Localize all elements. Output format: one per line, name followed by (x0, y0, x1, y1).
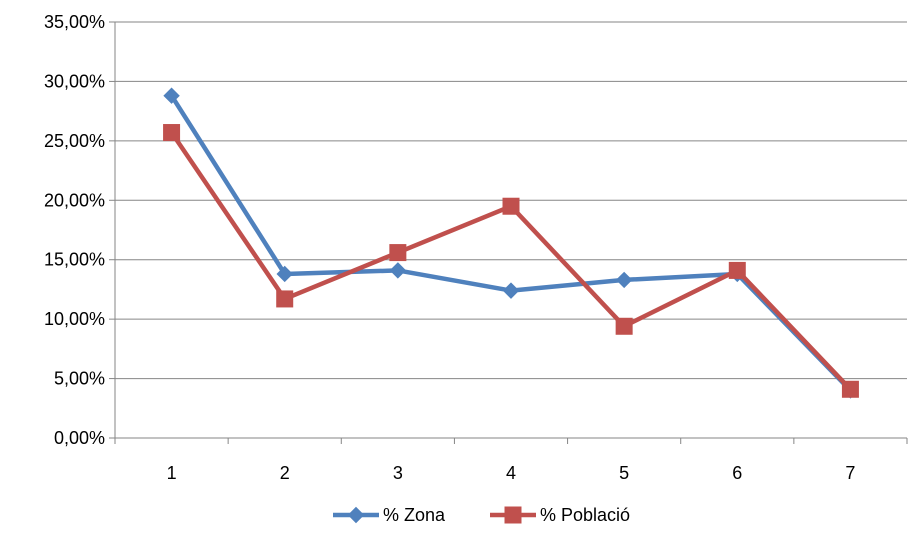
data-point (728, 261, 746, 279)
x-tick-labels: 1 2 3 4 5 6 7 (167, 463, 856, 483)
data-point (389, 262, 407, 279)
y-tick-label: 5,00% (54, 369, 105, 389)
data-point (502, 197, 520, 215)
x-tick-label: 4 (506, 463, 516, 483)
legend-label: % Zona (383, 505, 446, 525)
x-tick-label: 2 (280, 463, 290, 483)
x-tick-label: 7 (845, 463, 855, 483)
y-tick-label: 30,00% (44, 71, 105, 91)
data-point (841, 380, 859, 398)
y-tick-label: 0,00% (54, 428, 105, 448)
legend-entry: % Població (490, 505, 630, 525)
data-point (502, 282, 520, 299)
data-point (163, 124, 181, 142)
y-tick-labels: 0,00% 5,00% 10,00% 15,00% 20,00% 25,00% 30,00%… (44, 12, 105, 448)
y-tick-label: 10,00% (44, 309, 105, 329)
y-tick-label: 20,00% (44, 190, 105, 210)
data-point (276, 290, 294, 308)
y-tick-label: 35,00% (44, 12, 105, 32)
series-2 (163, 124, 859, 398)
legend-entry: % Zona (333, 505, 446, 525)
legend-marker (347, 506, 365, 524)
data-point (163, 87, 180, 104)
x-tick-label: 3 (393, 463, 403, 483)
series-lines (163, 87, 859, 399)
x-tick-label: 5 (619, 463, 629, 483)
legend-marker (504, 506, 522, 524)
legend-label: % Població (540, 505, 630, 525)
y-tick-label: 15,00% (44, 250, 105, 270)
data-point (615, 271, 633, 289)
data-point (276, 265, 293, 283)
data-point (389, 244, 407, 262)
data-point (615, 317, 633, 335)
gridlines (115, 21, 907, 380)
x-tick-label: 6 (732, 463, 742, 483)
x-tick-label: 1 (167, 463, 177, 483)
legend: % Zona % Població (333, 505, 630, 525)
axes (109, 21, 908, 444)
y-tick-label: 25,00% (44, 131, 105, 151)
